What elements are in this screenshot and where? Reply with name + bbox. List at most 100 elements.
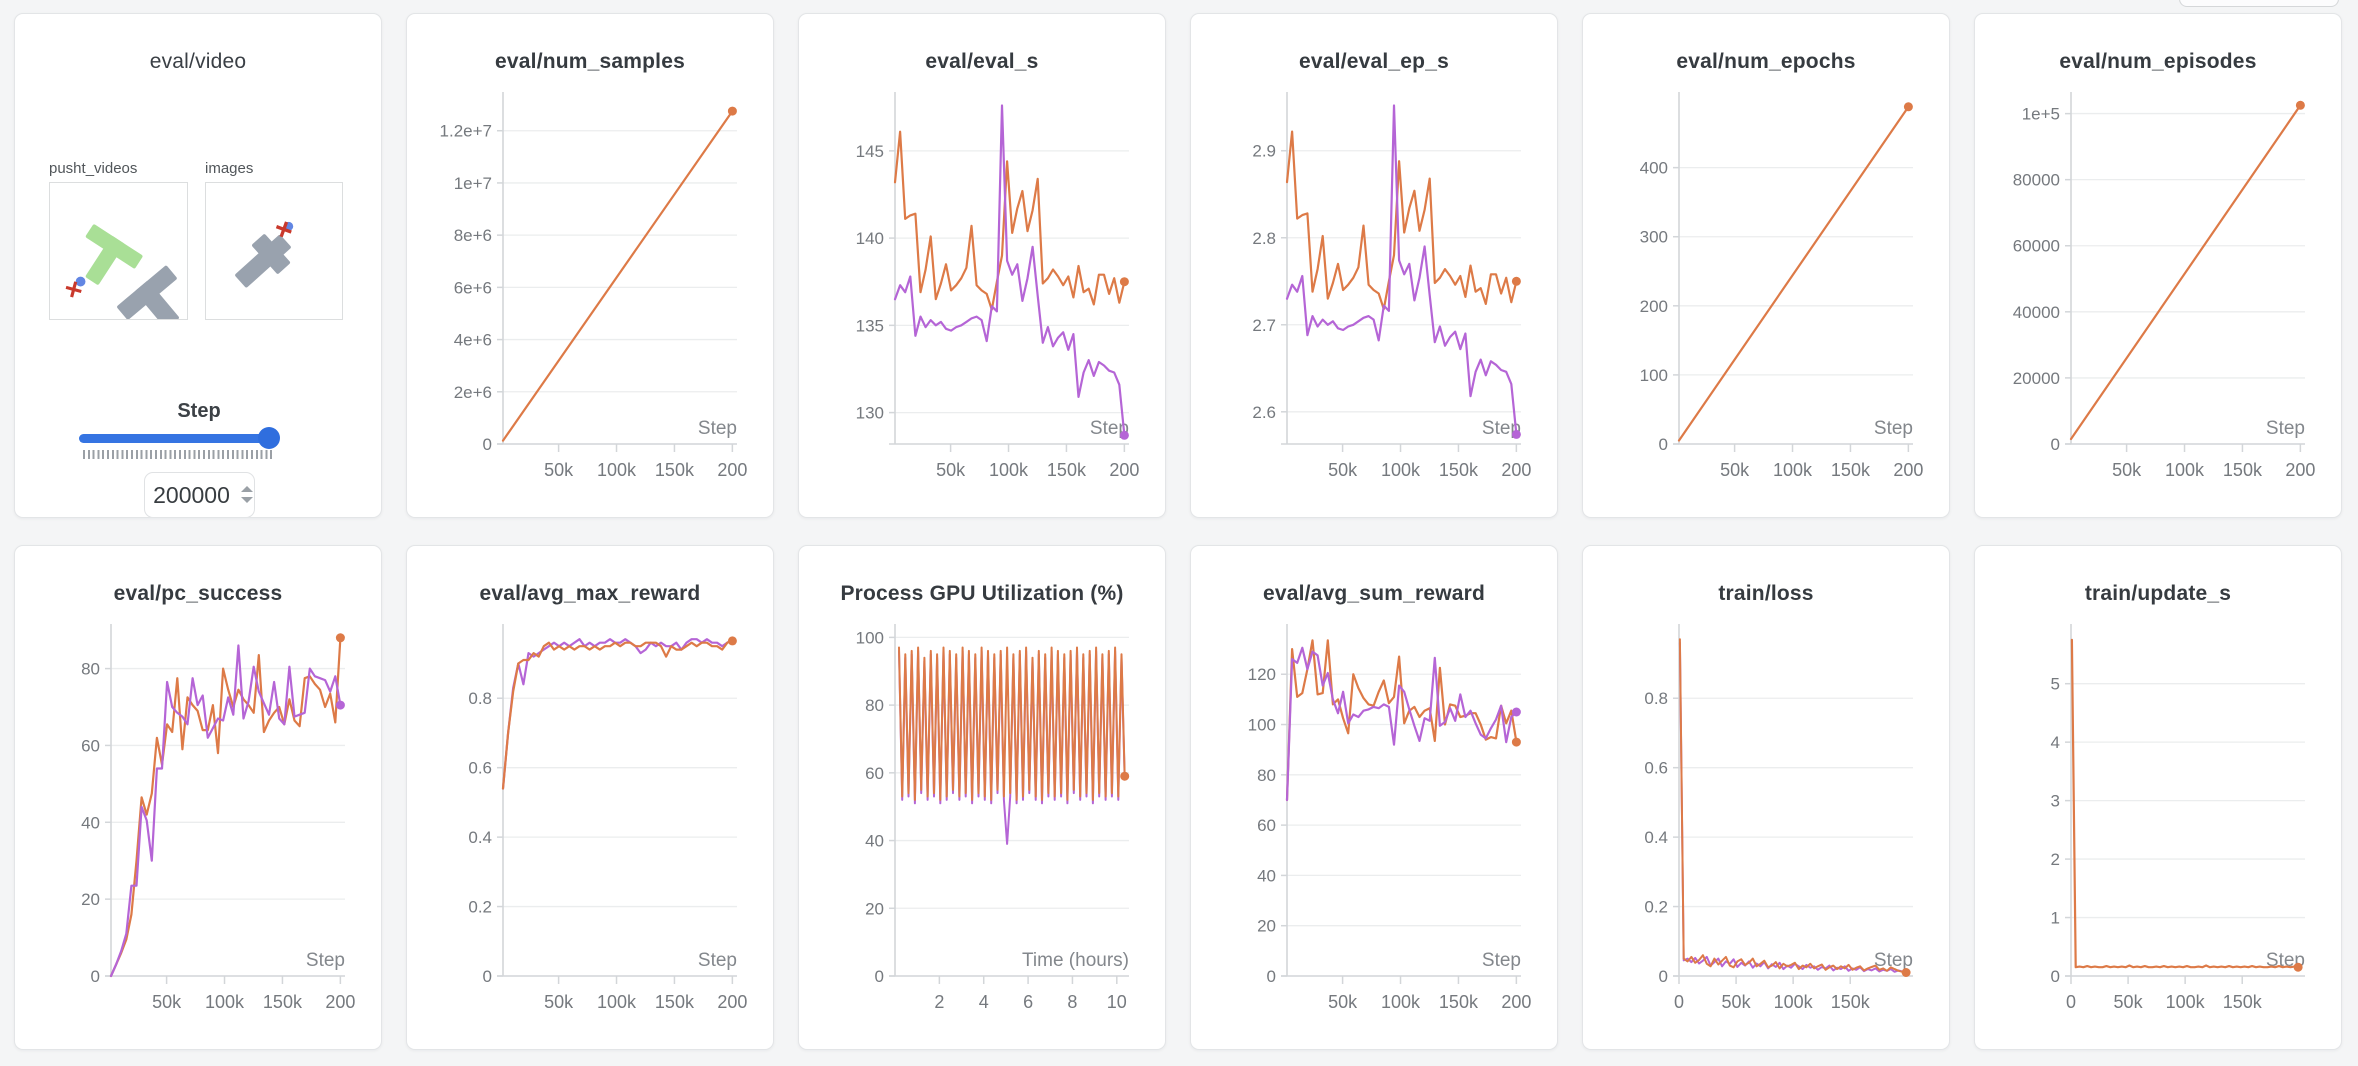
panel-eval-num-epochs: eval/num_epochs 0 100 200 300 400 50k 100k 150k… <box>1582 13 1950 518</box>
svg-text:50k: 50k <box>544 992 574 1012</box>
step-slider-thumb[interactable] <box>258 427 280 449</box>
panel-title: eval/avg_sum_reward <box>1262 582 1486 605</box>
step-value-input[interactable] <box>144 472 255 517</box>
svg-text:50k: 50k <box>2112 460 2142 480</box>
svg-text:0: 0 <box>2051 435 2060 454</box>
svg-text:50k: 50k <box>1328 992 1358 1012</box>
svg-text:100: 100 <box>1248 716 1276 735</box>
svg-text:Step: Step <box>2266 418 2305 439</box>
svg-text:0: 0 <box>875 967 884 986</box>
chart-process-gpu-utilization[interactable]: 0 20 40 60 80 100 2 4 6 8 10 Time (hours) <box>813 614 1153 1014</box>
goal-cross <box>275 221 292 238</box>
svg-text:150k: 150k <box>263 992 303 1012</box>
chart-train-update-s[interactable]: 0 1 2 3 4 5 0 50k 100k 150k Step <box>1989 614 2329 1014</box>
svg-text:20: 20 <box>81 890 100 909</box>
svg-text:200: 200 <box>325 992 355 1012</box>
chart-eval-num-epochs[interactable]: 0 100 200 300 400 50k 100k 150k 200 Step <box>1597 82 1937 482</box>
svg-text:200: 200 <box>1893 460 1923 480</box>
svg-text:0.8: 0.8 <box>468 689 492 708</box>
chart-eval-eval-ep-s[interactable]: 2.6 2.7 2.8 2.9 50k 100k 150k 200 Step <box>1205 82 1545 482</box>
svg-text:80: 80 <box>81 660 100 679</box>
svg-text:200: 200 <box>1501 992 1531 1012</box>
svg-text:0: 0 <box>1267 967 1276 986</box>
svg-text:100: 100 <box>856 628 884 647</box>
chart-eval-avg-sum-reward[interactable]: 0 20 40 60 80 100 120 50k 100k 150k 200 Step <box>1205 614 1545 1014</box>
svg-text:0.6: 0.6 <box>468 759 492 778</box>
svg-text:80: 80 <box>1257 766 1276 785</box>
step-slider-label: Step <box>177 400 221 422</box>
pusht-env-image <box>65 224 179 319</box>
svg-text:200: 200 <box>2285 460 2315 480</box>
panel-title: eval/num_epochs <box>1676 50 1856 73</box>
svg-text:2: 2 <box>2051 850 2060 869</box>
svg-text:150k: 150k <box>655 992 695 1012</box>
spinner-up-icon[interactable] <box>241 486 253 492</box>
images-thumbnail[interactable] <box>205 182 343 320</box>
svg-text:8: 8 <box>1067 992 1077 1012</box>
panel-title: train/loss <box>1718 582 1814 605</box>
svg-text:1e+7: 1e+7 <box>454 174 492 193</box>
svg-text:0.8: 0.8 <box>1644 689 1668 708</box>
svg-text:150k: 150k <box>1439 460 1479 480</box>
svg-text:1e+5: 1e+5 <box>2022 105 2060 124</box>
chart-eval-eval-s[interactable]: 130 135 140 145 50k 100k 150k 200 Step <box>813 82 1153 482</box>
panel-eval-avg-max-reward: eval/avg_max_reward 0 0.2 0.4 0.6 0.8 50k 100k… <box>406 545 774 1050</box>
image-label-images: images <box>205 160 254 177</box>
svg-text:50k: 50k <box>152 992 182 1012</box>
svg-text:100k: 100k <box>1381 992 1421 1012</box>
image-label-pusht-videos: pusht_videos <box>49 160 138 177</box>
svg-text:8e+6: 8e+6 <box>454 226 492 245</box>
svg-text:0.2: 0.2 <box>1644 898 1668 917</box>
svg-text:1.2e+7: 1.2e+7 <box>440 122 492 141</box>
chart-eval-avg-max-reward[interactable]: 0 0.2 0.4 0.6 0.8 50k 100k 150k 200 Step <box>421 614 761 1014</box>
svg-text:100k: 100k <box>1381 460 1421 480</box>
svg-text:Step: Step <box>306 950 345 971</box>
svg-text:Step: Step <box>698 418 737 439</box>
svg-text:120: 120 <box>1248 665 1276 684</box>
svg-text:3: 3 <box>2051 792 2060 811</box>
step-slider-track[interactable] <box>79 434 275 443</box>
spinner-down-icon[interactable] <box>241 497 253 503</box>
svg-text:145: 145 <box>856 142 884 161</box>
svg-text:200: 200 <box>1640 297 1668 316</box>
svg-text:100k: 100k <box>1774 992 1814 1012</box>
svg-text:0.4: 0.4 <box>1644 828 1668 847</box>
panel-title: eval/eval_ep_s <box>1299 50 1449 73</box>
svg-text:40000: 40000 <box>2013 303 2060 322</box>
svg-text:Step: Step <box>1874 418 1913 439</box>
svg-text:100k: 100k <box>205 992 245 1012</box>
chart-eval-num-episodes[interactable]: 0 20000 40000 60000 80000 1e+5 50k 100k 150k 200 S… <box>1989 82 2329 482</box>
svg-text:0: 0 <box>2066 992 2076 1012</box>
svg-text:50k: 50k <box>1328 460 1358 480</box>
svg-text:100: 100 <box>1640 366 1668 385</box>
panel-title: Process GPU Utilization (%) <box>840 582 1124 605</box>
svg-text:0: 0 <box>1674 992 1684 1012</box>
panel-title: eval/eval_s <box>925 50 1039 73</box>
svg-text:5: 5 <box>2051 675 2060 694</box>
svg-text:Time (hours): Time (hours) <box>1022 950 1129 971</box>
svg-text:1: 1 <box>2051 909 2060 928</box>
svg-text:0: 0 <box>1659 967 1668 986</box>
pusht-observation-image <box>235 221 294 288</box>
agent-dot <box>75 276 86 287</box>
svg-text:0.6: 0.6 <box>1644 759 1668 778</box>
svg-text:100k: 100k <box>989 460 1029 480</box>
panel-title: eval/pc_success <box>113 582 283 605</box>
svg-text:10: 10 <box>1107 992 1127 1012</box>
pusht-video-thumbnail[interactable] <box>49 182 188 320</box>
chart-eval-pc-success[interactable]: 0 20 40 60 80 50k 100k 150k 200 Step <box>29 614 369 1014</box>
svg-text:50k: 50k <box>2114 992 2144 1012</box>
svg-text:40: 40 <box>1257 866 1276 885</box>
svg-text:60000: 60000 <box>2013 237 2060 256</box>
panel-title: eval/num_episodes <box>2059 50 2257 73</box>
chart-train-loss[interactable]: 0 0.2 0.4 0.6 0.8 0 50k 100k 150k Step <box>1597 614 1937 1014</box>
goal-cross <box>65 281 82 298</box>
step-input-spinner[interactable] <box>241 486 253 506</box>
chart-eval-num-samples[interactable]: 0 2e+6 4e+6 6e+6 8e+6 1e+7 1.2e+7 50k 100k 150k 20… <box>421 82 761 482</box>
svg-text:2.8: 2.8 <box>1252 229 1276 248</box>
svg-text:6: 6 <box>1023 992 1033 1012</box>
svg-text:150k: 150k <box>2223 460 2263 480</box>
svg-text:4: 4 <box>979 992 989 1012</box>
svg-text:150k: 150k <box>1831 460 1871 480</box>
